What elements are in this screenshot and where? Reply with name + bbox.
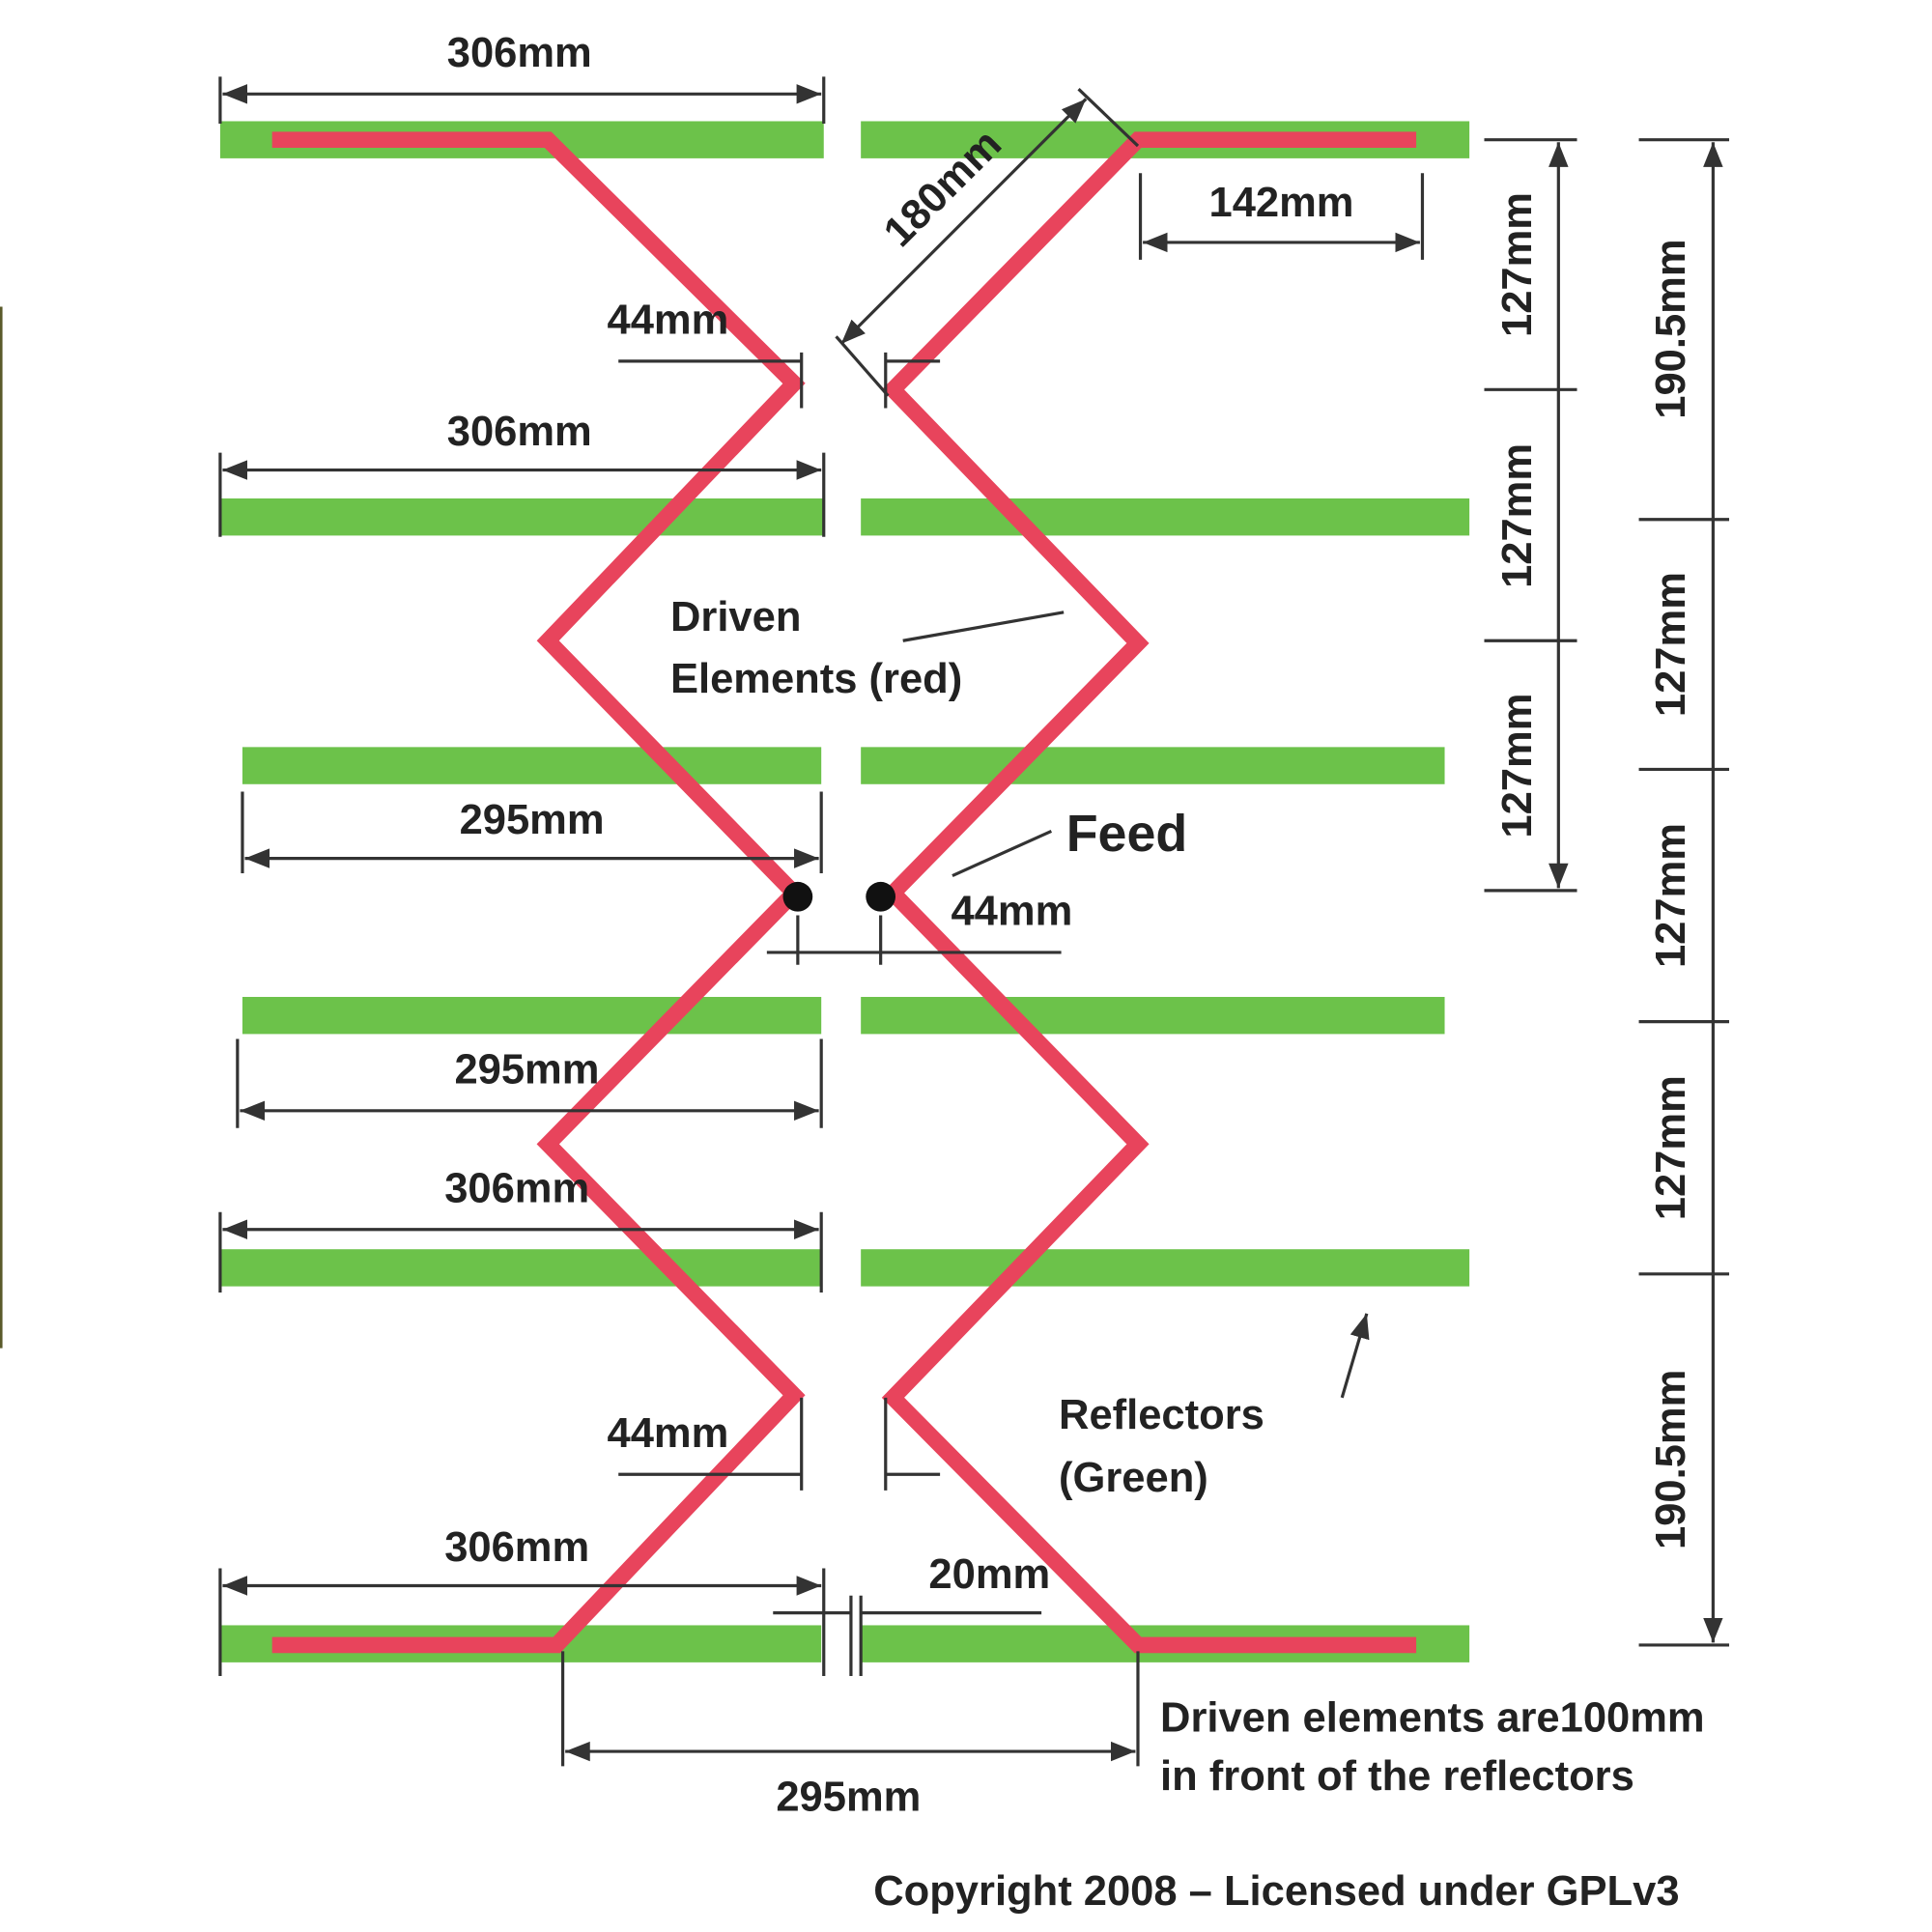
dim-label: 142mm [1209, 180, 1354, 226]
v-dim-label: 127mm [1494, 192, 1541, 337]
v-dim-label: 127mm [1494, 694, 1541, 838]
dim-label: 295mm [460, 797, 605, 843]
dim-label: 295mm [776, 1775, 921, 1821]
note: Driven elements are100mm [1160, 1695, 1705, 1742]
v-dim-label: 190.5mm [1648, 239, 1694, 418]
v-dim-label: 127mm [1494, 443, 1541, 588]
dim-label: 44mm [608, 1410, 729, 1457]
v-dim-label: 127mm [1648, 823, 1694, 968]
dim-label: 306mm [444, 1166, 589, 1212]
annotation: Feed [1066, 805, 1188, 863]
v-dim-label: 127mm [1648, 572, 1694, 717]
dim-label: 44mm [608, 298, 729, 344]
dim-label: 295mm [454, 1047, 599, 1094]
dimension-lines [218, 76, 1730, 1767]
dim-label: 306mm [447, 409, 592, 455]
reflectors [219, 121, 1470, 1662]
annotation: (Green) [1059, 1455, 1208, 1501]
annotation: Elements (red) [670, 656, 962, 702]
v-dim-label: 127mm [1648, 1075, 1694, 1220]
dim-label: 306mm [447, 30, 592, 76]
copyright: Copyright 2008 – Licensed under GPLv3 [873, 1868, 1679, 1915]
dim-label: 306mm [444, 1524, 589, 1571]
note: in front of the reflectors [1160, 1753, 1634, 1800]
annotation: Driven [670, 594, 801, 640]
v-dim-label: 190.5mm [1648, 1370, 1694, 1549]
dim-label: 44mm [951, 889, 1072, 935]
dim-label: 20mm [928, 1551, 1050, 1598]
annotation: Reflectors [1059, 1392, 1264, 1438]
